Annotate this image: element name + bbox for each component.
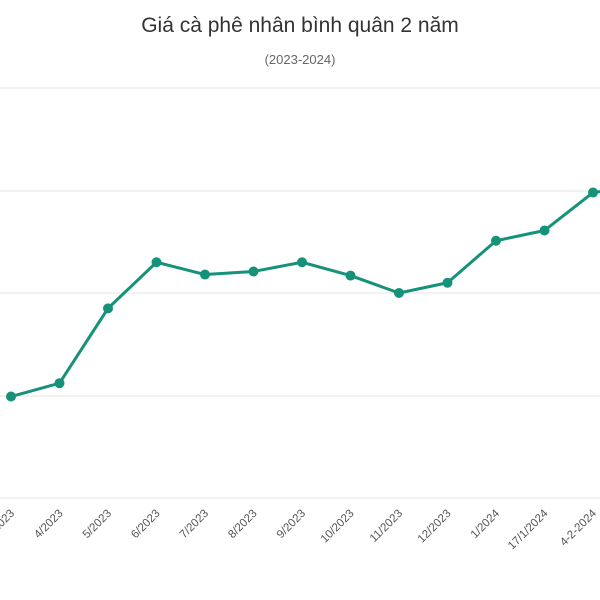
data-point[interactable]: [491, 235, 501, 246]
data-point[interactable]: [539, 225, 550, 236]
x-tick-label: 7/2023: [178, 508, 211, 541]
x-tick-label: 8/2023: [226, 508, 259, 541]
x-tick-label: 3/2023: [0, 508, 17, 541]
data-point[interactable]: [442, 277, 453, 288]
series-line: [10, 190, 600, 398]
data-point[interactable]: [6, 391, 16, 402]
data-point[interactable]: [588, 187, 598, 198]
x-tick-label: 5/2023: [81, 508, 114, 541]
data-point[interactable]: [151, 257, 162, 268]
x-tick-label: 17/1/2024: [506, 507, 551, 552]
chart-title: Giá cà phê nhân bình quân 2 năm: [141, 14, 459, 37]
data-point[interactable]: [394, 288, 404, 298]
data-point[interactable]: [54, 378, 65, 389]
x-tick-label: 12/2023: [416, 508, 454, 546]
x-tick-label: 10/2023: [319, 508, 357, 546]
x-tick-label: 4/2023: [32, 508, 65, 541]
x-tick-label: 11/2023: [368, 508, 405, 545]
data-point[interactable]: [345, 270, 356, 281]
data-point[interactable]: [200, 269, 210, 280]
data-point[interactable]: [248, 266, 259, 277]
x-tick-label: 1/2024: [469, 507, 503, 541]
x-tick-label: 9/2023: [275, 508, 308, 541]
chart-subtitle: (2023-2024): [264, 52, 336, 67]
data-point[interactable]: [297, 257, 307, 268]
x-tick-label: 6/2023: [129, 508, 162, 541]
data-point[interactable]: [103, 303, 113, 314]
x-tick-label: 4-2-2024: [558, 507, 599, 548]
